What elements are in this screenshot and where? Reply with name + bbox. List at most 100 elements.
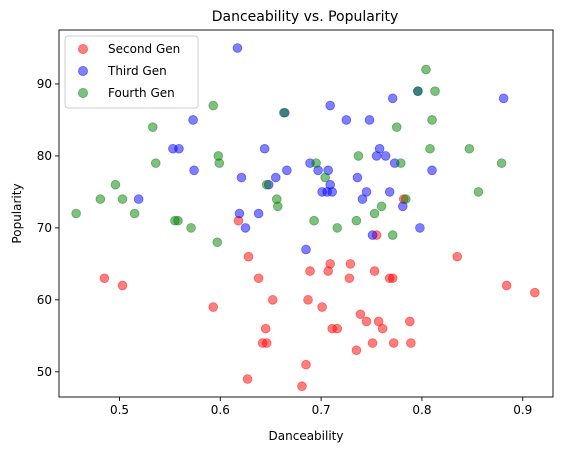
data-point [361,187,372,197]
data-point [353,151,364,161]
y-tick-label: 60 [37,293,52,307]
x-tick-label: 0.5 [110,403,129,417]
data-point [150,158,161,168]
data-point [270,172,281,183]
data-point [325,100,336,111]
data-point [110,179,121,190]
y-axis-label: Popularity [10,183,24,243]
data-point [99,273,110,284]
data-point [401,194,411,204]
series-third-gen [133,43,509,255]
data-point [253,273,264,284]
x-tick-label: 0.6 [211,403,230,417]
data-point [189,165,199,176]
data-point [351,215,362,226]
data-point [214,158,225,168]
data-point [361,316,372,327]
legend-marker [78,44,89,55]
data-point [95,194,106,204]
y-axis: 50 60 70 80 90 [37,77,59,379]
data-points [71,43,540,392]
data-point [377,323,388,334]
data-point [464,143,475,154]
data-point [406,338,416,348]
data-point [357,194,368,204]
y-tick-label: 50 [37,365,52,379]
data-point [117,194,128,204]
x-tick-label: 0.8 [412,403,431,417]
data-point [530,287,540,298]
y-tick-label: 70 [37,221,52,235]
data-point [188,115,198,125]
data-point [395,158,406,168]
chart-title: Danceability vs. Popularity [212,9,399,25]
data-point [415,223,425,233]
legend: Second Gen Third Gen Fourth Gen [64,35,199,109]
data-point [376,201,387,212]
data-point [317,302,327,312]
data-point [129,208,140,219]
data-point [305,266,315,276]
data-point [367,338,378,348]
data-point [367,230,378,240]
data-point [240,223,251,233]
data-point [364,115,375,125]
legend-label: Fourth Gen [108,86,175,100]
data-point [253,208,264,219]
data-point [387,93,398,104]
data-point [327,187,338,197]
data-point [345,259,356,269]
data-point [309,215,319,226]
data-point [186,223,196,233]
data-point [71,208,81,219]
data-point [498,93,509,104]
data-point [297,381,307,392]
data-point [320,172,330,183]
data-point [425,143,435,154]
data-point [232,43,243,53]
data-point [173,215,183,226]
data-point [303,295,313,305]
data-point [421,64,431,75]
x-axis: 0.5 0.6 0.7 0.8 0.9 [110,397,532,417]
data-point [242,374,253,384]
data-point [388,338,399,348]
data-point [301,244,311,255]
data-point [272,201,283,212]
data-point [369,208,380,219]
data-point [243,251,254,262]
plot-frame [58,29,554,398]
data-point [452,251,463,262]
legend-label: Third Gen [107,64,167,78]
data-point [133,194,144,204]
data-point [341,115,352,125]
x-tick-label: 0.9 [513,403,532,417]
data-point [374,143,385,154]
data-point [261,179,272,190]
data-point [208,100,219,111]
x-axis-label: Danceability [269,429,344,443]
data-point [279,107,289,118]
data-point [391,122,402,132]
data-point [380,151,391,161]
data-point [384,187,395,197]
data-point [147,122,158,132]
data-point [369,266,380,276]
data-point [325,259,336,269]
y-tick-label: 80 [37,149,52,163]
data-point [261,338,272,348]
data-point [351,345,362,356]
data-point [430,86,440,96]
data-point [387,273,398,284]
data-point [344,273,355,284]
data-point [332,323,343,334]
data-point [311,158,321,168]
legend-frame [64,35,199,109]
series-fourth-gen [71,64,507,248]
data-point [282,165,292,176]
data-point [387,230,398,240]
data-point [496,158,507,168]
data-point [413,86,423,96]
data-point [352,172,363,183]
data-point [174,143,184,154]
